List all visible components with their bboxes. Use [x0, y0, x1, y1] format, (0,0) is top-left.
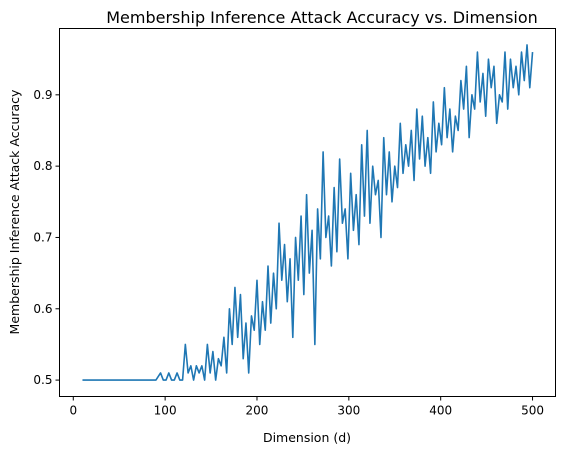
- y-tick-label: 0.6: [33, 302, 52, 316]
- series-line: [82, 44, 534, 381]
- y-tick-label: 0.5: [33, 373, 52, 387]
- x-tick-label: 0: [69, 404, 77, 418]
- x-axis-label: Dimension (d): [263, 430, 351, 445]
- y-axis-label: Membership Inference Attack Accuracy: [7, 89, 22, 334]
- x-tick-label: 500: [521, 404, 544, 418]
- y-tick-label: 0.8: [33, 159, 52, 173]
- chart-title: Membership Inference Attack Accuracy vs.…: [106, 8, 538, 27]
- x-tick-label: 200: [246, 404, 269, 418]
- y-axis: 0.5 0.6 0.7 0.8 0.9: [33, 88, 60, 387]
- x-tick-label: 100: [154, 404, 177, 418]
- axes-frame: [59, 28, 556, 397]
- x-axis: 0 100 200 300 400 500: [69, 396, 544, 418]
- y-tick-label: 0.9: [33, 88, 52, 102]
- x-tick-label: 300: [337, 404, 360, 418]
- x-tick-label: 400: [429, 404, 452, 418]
- plot-area: [59, 28, 556, 397]
- y-tick-label: 0.7: [33, 230, 52, 244]
